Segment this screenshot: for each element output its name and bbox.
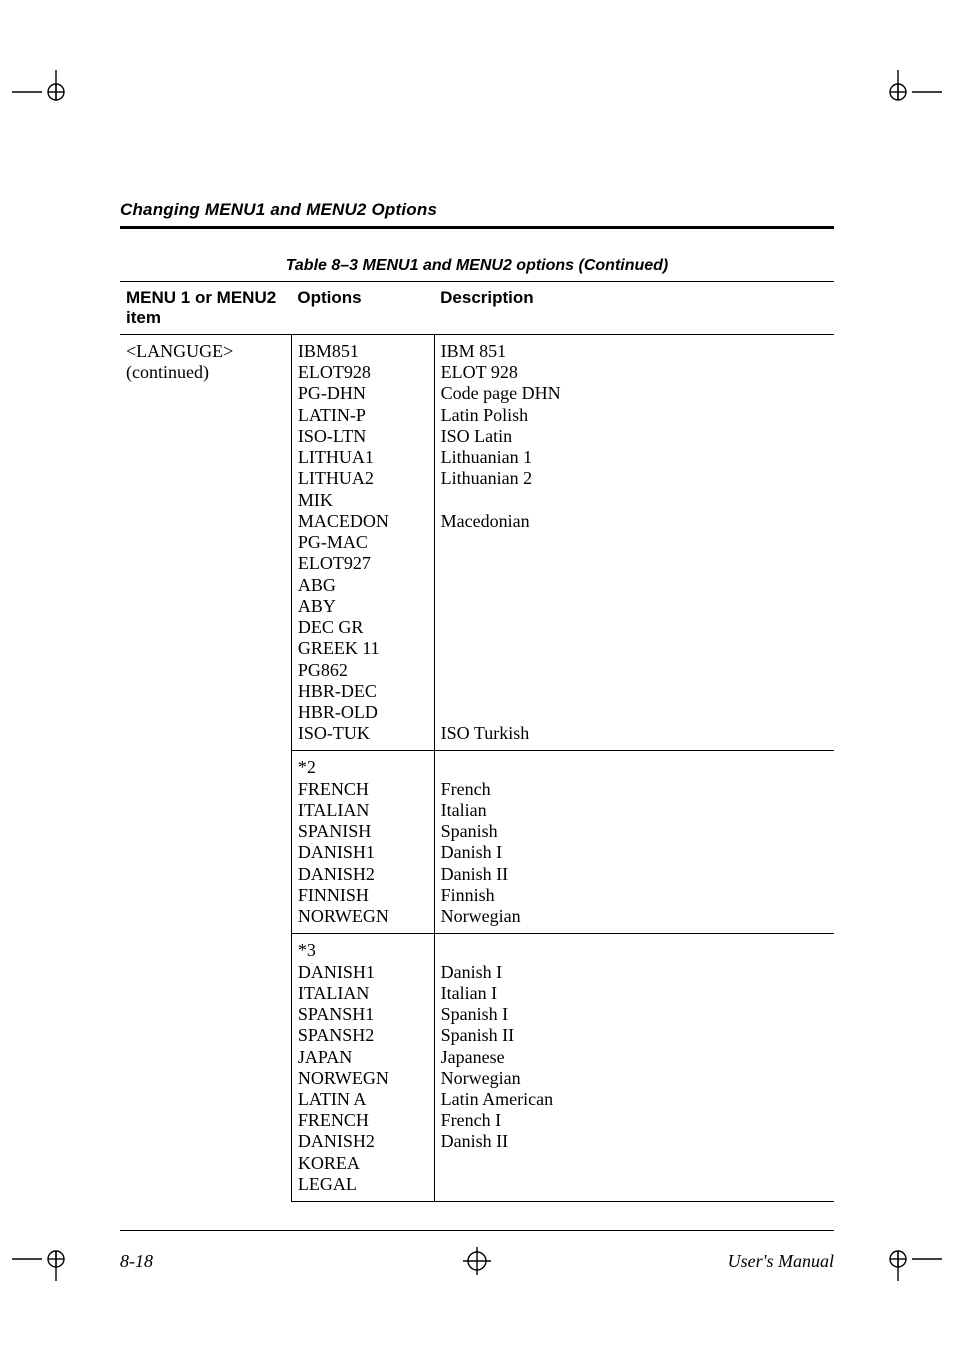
options-cell-1: IBM851ELOT928PG-DHNLATIN-PISO-LTNLITHUA1… bbox=[291, 335, 434, 751]
header-rule bbox=[120, 226, 834, 229]
options-cell-2: *2FRENCHITALIANSPANISHDANISH1DANISH2FINN… bbox=[291, 751, 434, 934]
options-cell-3: *3DANISH1ITALIANSPANSH1SPANSH2JAPANNORWE… bbox=[291, 934, 434, 1202]
page-content: Changing MENU1 and MENU2 Options Table 8… bbox=[120, 200, 834, 1272]
crop-mark-bottom-right bbox=[886, 1225, 942, 1281]
footer-rule bbox=[120, 1230, 834, 1231]
manual-title: User's Manual bbox=[728, 1251, 834, 1272]
col-header-item: MENU 1 or MENU2 item bbox=[120, 282, 291, 335]
table-row: <LANGUGE> (continued) IBM851ELOT928PG-DH… bbox=[120, 335, 834, 751]
options-table: MENU 1 or MENU2 item Options Description… bbox=[120, 281, 834, 1202]
crop-mark-top-right bbox=[886, 70, 942, 126]
crop-mark-top-left bbox=[12, 70, 68, 126]
descriptions-cell-2: FrenchItalianSpanishDanish IDanish IIFin… bbox=[434, 751, 834, 934]
descriptions-cell-3: Danish IItalian ISpanish ISpanish IIJapa… bbox=[434, 934, 834, 1202]
running-head: Changing MENU1 and MENU2 Options bbox=[120, 200, 834, 220]
item-cell: <LANGUGE> (continued) bbox=[120, 335, 291, 1202]
col-header-description: Description bbox=[434, 282, 834, 335]
crop-mark-bottom-left bbox=[12, 1225, 68, 1281]
table-header-row: MENU 1 or MENU2 item Options Description bbox=[120, 282, 834, 335]
table-caption: Table 8–3 MENU1 and MENU2 options (Conti… bbox=[120, 257, 834, 275]
descriptions-cell-1: IBM 851ELOT 928Code page DHNLatin Polish… bbox=[434, 335, 834, 751]
page-footer: 8-18 User's Manual bbox=[120, 1251, 834, 1272]
page-number: 8-18 bbox=[120, 1251, 153, 1272]
col-header-options: Options bbox=[291, 282, 434, 335]
